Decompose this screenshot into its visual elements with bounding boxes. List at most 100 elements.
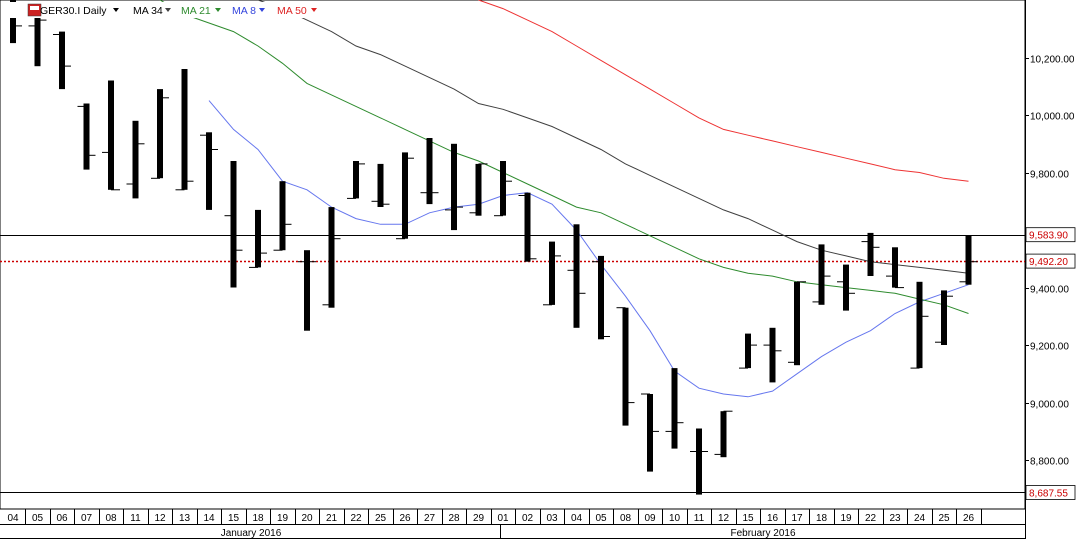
x-tick-label: 11 (130, 513, 141, 524)
ohlc-bar (616, 307, 635, 426)
reference-lines (0, 235, 1025, 493)
x-tick-label: 27 (424, 513, 436, 524)
chevron-down-icon[interactable] (215, 8, 221, 12)
month-label-february: February 2016 (730, 528, 795, 539)
bar-range (157, 89, 163, 179)
ohlc-bar (249, 209, 267, 268)
chevron-down-icon[interactable] (259, 8, 265, 12)
x-tick-label: 25 (375, 513, 387, 524)
ohlc-bar (959, 235, 978, 285)
bar-range (843, 264, 849, 311)
ohlc-bar (151, 89, 169, 179)
bar-range (475, 163, 482, 216)
bar-range (206, 132, 212, 210)
bar-range (34, 2, 41, 67)
x-tick-label: 03 (546, 513, 558, 524)
plot-frame (0, 0, 1026, 510)
bar-range (279, 181, 286, 251)
indicator-ma8-label[interactable]: MA 8 (232, 5, 256, 17)
ohlc-bar (396, 152, 414, 240)
x-tick-label: 26 (963, 513, 975, 524)
x-tick-label: 06 (56, 513, 68, 524)
x-tick-label: 14 (203, 513, 215, 524)
bar-range (304, 250, 310, 331)
lower-price-label: 8,687.55 (1029, 489, 1068, 500)
bar-range (794, 281, 800, 366)
ohlc-bar (322, 207, 341, 308)
x-tick-label: 18 (816, 513, 828, 524)
bar-range (402, 152, 408, 239)
ma-line-ma8 (208, 100, 969, 398)
bar-range (181, 69, 188, 190)
x-tick-label: 08 (620, 513, 632, 524)
x-tick-label: 05 (32, 513, 44, 524)
current-price-label-box (1025, 253, 1076, 269)
bar-range (769, 327, 776, 383)
x-tick-label: 12 (718, 513, 730, 524)
x-tick-label: 01 (497, 513, 509, 524)
chevron-down-icon[interactable] (113, 8, 119, 12)
x-tick-label: 28 (448, 513, 460, 524)
ohlc-bar (837, 264, 855, 311)
ohlc-bar (298, 250, 316, 331)
ohlc-bar (102, 80, 120, 191)
bar-range (132, 120, 139, 199)
price-labels: 9,583.90 9,492.20 8,687.55 (1025, 227, 1076, 500)
indicator-ma21-label[interactable]: MA 21 (181, 5, 211, 17)
chevron-down-icon[interactable] (165, 8, 171, 12)
bar-range (108, 80, 114, 190)
chart-header: GER30.I Daily MA 34 MA 21 MA 8 MA 50 (2, 2, 324, 18)
upper-price-label: 9,583.90 (1029, 231, 1068, 242)
ohlc-bar (861, 232, 880, 276)
x-tick-label: 12 (154, 513, 166, 524)
bar-range (696, 428, 702, 495)
ma-line-ma34 (257, 0, 969, 274)
bar-range (622, 307, 629, 426)
y-tick-label: 9,200.00 (1030, 342, 1069, 353)
ohlc-bar (641, 393, 659, 472)
header-background (2, 2, 324, 18)
ohlc-bar (494, 161, 512, 217)
x-tick-label: 11 (694, 513, 705, 524)
y-tick-label: 10,000.00 (1030, 112, 1075, 123)
bar-range (255, 209, 261, 268)
ohlc-bar (445, 143, 463, 231)
bar-range (83, 103, 90, 170)
x-tick-label: 22 (350, 513, 362, 524)
bar-range (524, 192, 531, 262)
x-tick-label: 16 (767, 513, 779, 524)
indicator-ma34-label[interactable]: MA 34 (133, 5, 163, 17)
bar-range (377, 163, 384, 207)
bar-range (867, 232, 874, 276)
ohlc-bar (200, 132, 218, 210)
ohlc-bar (371, 163, 390, 207)
bar-range (818, 244, 825, 305)
x-tick-label: 18 (252, 513, 264, 524)
x-tick-label: 21 (326, 513, 338, 524)
x-tick-label: 17 (791, 513, 803, 524)
bar-range (59, 31, 65, 90)
bar-range (426, 138, 433, 205)
indicator-ma50-label[interactable]: MA 50 (277, 5, 307, 17)
current-price-label: 9,492.20 (1029, 257, 1068, 268)
bar-range (647, 394, 653, 472)
symbol-label[interactable]: GER30.I Daily (40, 5, 107, 17)
x-tick-label: 25 (938, 513, 950, 524)
x-tick-label: 07 (81, 513, 93, 524)
month-label-january: January 2016 (221, 528, 282, 539)
bar-range (720, 411, 727, 458)
ohlc-bar (763, 327, 782, 383)
x-tick-label: 04 (571, 513, 583, 524)
ma-line-ma50 (478, 0, 969, 182)
x-tick-label: 19 (840, 513, 852, 524)
ohlc-bar (886, 247, 904, 289)
x-tick-label: 05 (595, 513, 607, 524)
ohlc-bar (420, 138, 439, 205)
ohlc-bar (518, 192, 537, 262)
x-tick-label: 24 (914, 513, 926, 524)
ohlc-bar (665, 368, 684, 449)
bar-range (549, 241, 555, 305)
chevron-down-icon[interactable] (311, 8, 317, 12)
